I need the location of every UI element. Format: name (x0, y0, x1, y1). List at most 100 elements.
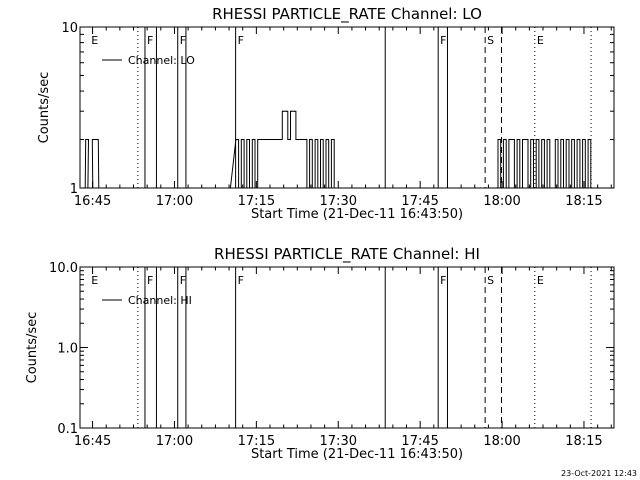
data-point (93, 138, 95, 141)
data-point (86, 138, 88, 141)
data-point (293, 110, 296, 112)
legend-label: Channel: LO (128, 54, 195, 67)
data-point (542, 138, 544, 141)
x-axis-label: Start Time (21-Dec-11 16:43:50) (251, 447, 463, 462)
marker-label: F (440, 274, 446, 287)
x-tick-label: 16:45 (74, 194, 111, 209)
data-point (334, 187, 337, 188)
marker-label: F (180, 274, 186, 287)
x-tick-label: 17:00 (156, 434, 193, 449)
data-point (337, 187, 339, 188)
data-point (441, 187, 443, 188)
data-point (250, 187, 252, 188)
marker-label: S (487, 34, 494, 47)
data-point (485, 187, 487, 188)
data-point (108, 187, 110, 188)
data-point (161, 187, 163, 188)
data-point (321, 138, 323, 141)
x-tick-label: 17:45 (401, 194, 438, 209)
data-point (594, 187, 596, 188)
data-point (425, 187, 427, 188)
data-point (326, 138, 328, 141)
data-point (291, 110, 293, 112)
marker-label: F (147, 274, 153, 287)
data-point (547, 138, 550, 141)
data-point (452, 187, 454, 188)
data-point (318, 187, 320, 188)
data-point (586, 187, 588, 188)
data-point (490, 187, 492, 188)
data-point (583, 138, 585, 141)
data-point (90, 187, 93, 188)
data-point (599, 187, 601, 188)
chart-panel-lo: RHESSI PARTICLE_RATE Channel: LO 16:45 17:… (37, 5, 615, 222)
data-point (575, 187, 577, 188)
data-point (556, 138, 558, 141)
data-point (364, 187, 367, 188)
marker-label: S (487, 274, 494, 287)
data-point (201, 187, 203, 188)
data-point (261, 138, 263, 141)
data-point (266, 138, 268, 141)
x-tick-label: 17:15 (238, 434, 275, 449)
data-point (203, 187, 205, 188)
data-point (498, 138, 500, 141)
data-point (536, 138, 539, 141)
data-point (269, 138, 271, 141)
data-point (274, 138, 277, 141)
y-tick-label: 1.0 (57, 342, 78, 357)
data-point (179, 187, 181, 188)
data-point (307, 187, 309, 188)
y-axis-label: Counts/sec (37, 72, 52, 144)
data-point (512, 138, 514, 141)
data-point (124, 187, 126, 188)
data-point (315, 138, 318, 141)
data-point (580, 187, 582, 188)
data-point (531, 138, 533, 141)
data-point (345, 187, 348, 188)
data-point (263, 138, 266, 141)
data-point (283, 110, 285, 112)
data-point (392, 187, 394, 188)
x-tick-label: 18:15 (565, 434, 602, 449)
data-point (212, 187, 214, 188)
data-point (457, 187, 459, 188)
data-point (299, 138, 301, 141)
data-point (228, 187, 230, 188)
marker-label: F (238, 34, 244, 47)
data-point (384, 187, 386, 188)
data-point (408, 187, 410, 188)
data-point (304, 138, 307, 141)
chart-panel-hi: RHESSI PARTICLE_RATE Channel: HI 16:45 17:… (25, 245, 615, 462)
data-point (236, 138, 238, 141)
data-point (509, 138, 511, 141)
data-point (83, 187, 85, 188)
data-point (96, 138, 98, 141)
data-point (285, 110, 287, 112)
marker-label: E (537, 34, 544, 47)
x-tick-label: 17:30 (320, 434, 357, 449)
data-point (88, 187, 90, 188)
data-point (288, 138, 290, 141)
data-point (255, 187, 257, 188)
data-point (99, 187, 101, 188)
data-point (159, 187, 161, 188)
data-point (277, 138, 279, 141)
data-point (501, 187, 503, 188)
data-point (280, 138, 282, 141)
data-point (496, 187, 498, 188)
data-point (561, 138, 563, 141)
data-point (296, 138, 298, 141)
y-axis-label: Counts/sec (25, 312, 40, 384)
data-point (610, 187, 612, 188)
data-point (553, 187, 555, 188)
marker-label: E (91, 34, 98, 47)
marker-label: F (440, 34, 446, 47)
legend-label: Channel: HI (128, 294, 192, 307)
data-point (239, 187, 241, 188)
footer-timestamp: 23-Oct-2021 12:43 (561, 469, 637, 478)
data-point (558, 187, 560, 188)
x-tick-label: 16:45 (74, 434, 111, 449)
data-point (520, 187, 522, 188)
